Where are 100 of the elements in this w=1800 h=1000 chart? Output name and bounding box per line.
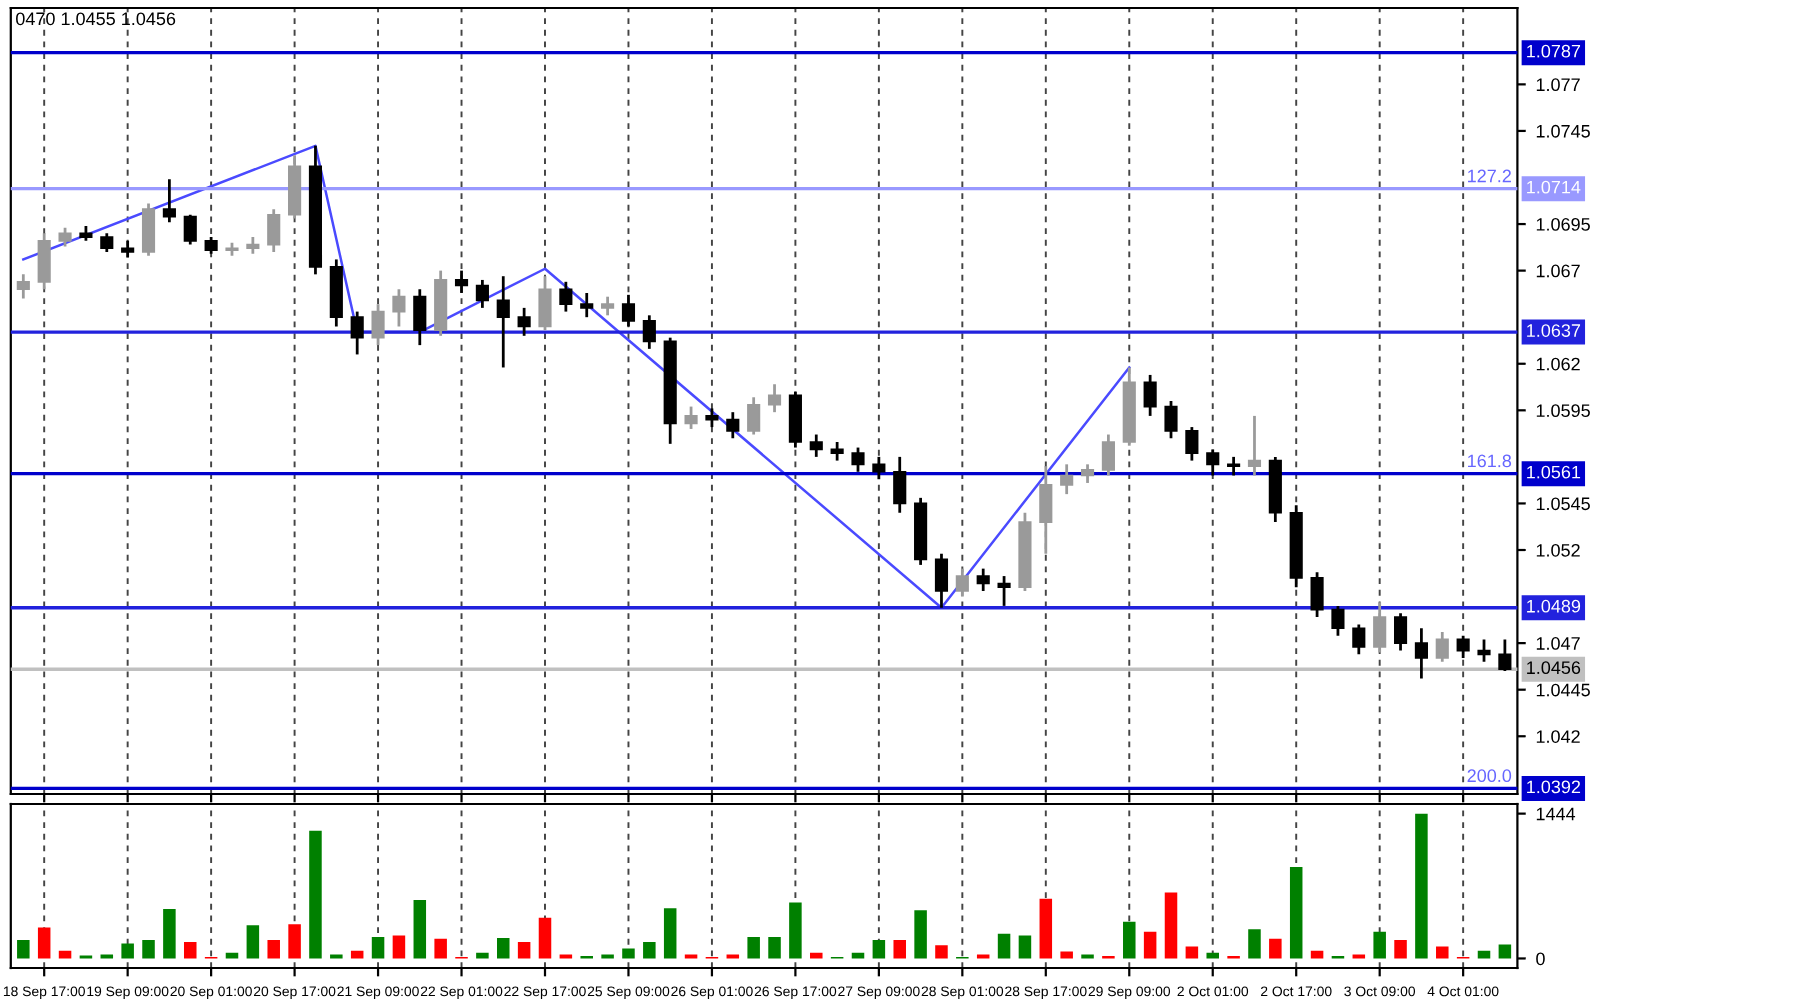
candlestick: [413, 287, 427, 347]
candlestick: [559, 280, 573, 313]
candlestick: [371, 302, 385, 347]
bar: [1289, 866, 1303, 959]
bar: [538, 917, 552, 959]
bar: [17, 939, 30, 959]
candlestick: [1101, 433, 1115, 477]
bar: [643, 941, 656, 959]
candlestick: [997, 574, 1011, 608]
candlestick: [58, 226, 72, 248]
bar: [810, 952, 823, 959]
bar: [37, 927, 51, 959]
bar: [1206, 952, 1219, 959]
bar: [413, 899, 427, 959]
candlestick: [517, 306, 531, 338]
candlestick: [1227, 455, 1241, 477]
bar: [1394, 939, 1407, 959]
candlestick: [1414, 626, 1428, 680]
bar: [789, 902, 802, 959]
annotation: 161.8: [1468, 454, 1512, 468]
bar: [768, 936, 781, 959]
candlestick: [475, 278, 489, 310]
annotation: 0470 1.0455 1.0456: [16, 12, 176, 26]
bar: [121, 943, 134, 959]
bar: [935, 945, 948, 959]
candlestick: [726, 410, 740, 440]
y-tick-label: 1.062: [1536, 357, 1580, 371]
candlestick: [1185, 425, 1199, 462]
bar: [1039, 898, 1053, 959]
candlestick: [1080, 462, 1095, 485]
candlestick: [1435, 630, 1449, 664]
candlestick: [1331, 604, 1345, 638]
y-tick-label: 0: [1536, 952, 1545, 966]
bar: [1415, 813, 1428, 959]
bar: [1248, 929, 1261, 959]
ref-line-label: 1.0714: [1527, 180, 1581, 194]
annotation: 127.2: [1468, 169, 1511, 183]
candlestick: [1456, 634, 1470, 660]
bar: [1060, 951, 1073, 959]
y-tick-label: 1.0445: [1536, 683, 1590, 697]
candlestick: [162, 177, 176, 224]
bar: [1185, 946, 1199, 959]
candlestick: [788, 390, 802, 449]
candlestick: [454, 269, 469, 295]
candlestick: [580, 291, 594, 319]
candlestick: [976, 567, 990, 593]
candlestick: [350, 310, 364, 356]
bar: [663, 908, 677, 959]
bar: [1269, 938, 1282, 959]
bar: [914, 910, 927, 959]
bar: [1143, 931, 1157, 959]
y-tick-label: 1.0595: [1536, 404, 1590, 418]
candlestick: [1373, 600, 1387, 654]
candlestick: [1143, 373, 1157, 418]
ref-line-label: 1.0561: [1527, 465, 1581, 479]
bar: [371, 936, 385, 959]
annotation: 200.0: [1467, 769, 1512, 783]
y-tick-label: 1.0695: [1536, 217, 1590, 231]
bar: [1436, 946, 1449, 959]
candlestick: [621, 293, 636, 328]
bar: [893, 939, 906, 959]
ref-line-label: 1.0489: [1527, 599, 1581, 613]
y-tick-label: 1.047: [1536, 637, 1580, 650]
bar: [1164, 892, 1178, 959]
bar: [517, 941, 531, 959]
candlestick: [1393, 611, 1408, 652]
candlestick: [893, 455, 907, 515]
candlestick: [1352, 623, 1366, 656]
candlestick: [37, 231, 51, 291]
candlestick: [851, 446, 865, 474]
candlestick: [872, 455, 886, 481]
candlestick: [141, 202, 156, 258]
candlestick: [1060, 462, 1074, 496]
candlestick: [267, 207, 281, 254]
y-tick-label: 1.0745: [1536, 124, 1590, 138]
y-tick-label: 1.077: [1536, 78, 1580, 92]
bar: [184, 941, 197, 959]
bar: [622, 948, 635, 959]
bar: [476, 952, 489, 959]
bar: [246, 925, 260, 959]
bar: [747, 936, 760, 959]
candlestick: [955, 567, 969, 598]
candlestick: [1477, 638, 1491, 664]
ref-line-label: 1.0456: [1527, 661, 1581, 675]
candlestick: [183, 213, 197, 246]
bar: [288, 924, 301, 959]
bar: [1123, 921, 1136, 959]
candlestick: [1247, 414, 1262, 477]
candlestick: [830, 440, 844, 462]
candlestick: [100, 231, 114, 254]
bar: [497, 938, 510, 959]
candlestick: [1206, 448, 1220, 477]
candlestick: [538, 274, 552, 332]
bar: [1373, 931, 1386, 959]
ref-line-label: 1.0392: [1527, 780, 1581, 794]
candlestick: [1310, 570, 1324, 619]
ref-line-label: 1.0787: [1527, 44, 1581, 58]
line-series: [22, 144, 1131, 609]
bar: [267, 939, 280, 959]
bar: [163, 908, 176, 959]
